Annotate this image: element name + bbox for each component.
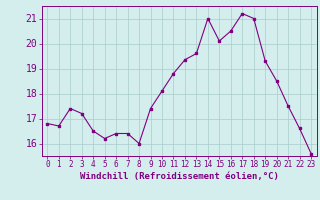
X-axis label: Windchill (Refroidissement éolien,°C): Windchill (Refroidissement éolien,°C) (80, 172, 279, 181)
